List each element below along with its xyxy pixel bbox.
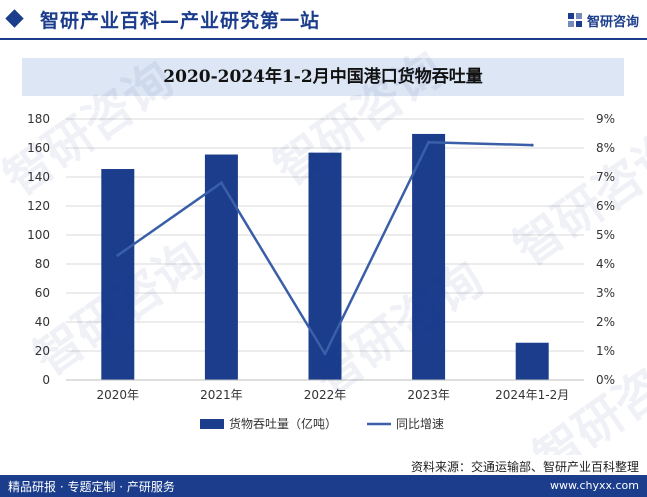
y-left-tick-label: 60 xyxy=(35,286,50,300)
y-left-tick-label: 0 xyxy=(42,373,50,387)
y-left-tick-label: 100 xyxy=(27,228,50,242)
legend-label-line: 同比增速 xyxy=(396,417,444,431)
bar xyxy=(101,169,135,380)
bar-layer xyxy=(101,133,549,380)
header-rule xyxy=(0,38,647,40)
logo-mark-icon xyxy=(567,13,582,27)
y-right-tick-label: 5% xyxy=(596,228,615,242)
legend-layer: 货物吞吐量（亿吨） 同比增速 xyxy=(200,416,444,431)
y-right-tick-label: 8% xyxy=(596,141,615,155)
chart-title: 2020-2024年1-2月中国港口货物吞吐量 xyxy=(163,67,483,87)
chart-title-bar: 2020-2024年1-2月中国港口货物吞吐量 xyxy=(22,58,624,96)
line-point xyxy=(323,352,327,356)
x-tick-label: 2024年1-2月 xyxy=(495,388,569,402)
brand-logo: 智研咨询 xyxy=(567,10,639,30)
y-right-tick-label: 3% xyxy=(596,286,615,300)
x-tick-label: 2023年 xyxy=(407,388,450,402)
x-tick-label: 2020年 xyxy=(97,388,140,402)
footer: 资料来源：交通运输部、智研产业百科整理 精品研报 · 专题定制 · 产研服务 w… xyxy=(0,455,647,497)
line-point xyxy=(116,253,120,257)
header-bar: 智研产业百科—产业研究第一站 智研咨询 xyxy=(0,0,647,40)
bar xyxy=(308,152,342,380)
y-right-tick-label: 1% xyxy=(596,344,615,358)
y-left-tick-label: 20 xyxy=(35,344,50,358)
y-right-tick-label: 4% xyxy=(596,257,615,271)
y-right-tick-label: 0% xyxy=(596,373,615,387)
y-left-tick-label: 180 xyxy=(27,112,50,126)
x-tick-label: 2022年 xyxy=(304,388,347,402)
source-note: 资料来源：交通运输部、智研产业百科整理 xyxy=(410,460,639,474)
footer-band: 精品研报 · 专题定制 · 产研服务 www.chyxx.com xyxy=(0,475,647,497)
line-point xyxy=(530,143,534,147)
y-right-tick-label: 9% xyxy=(596,112,615,126)
y-right-tick-label: 7% xyxy=(596,170,615,184)
line-point xyxy=(219,181,223,185)
legend-swatch-bar xyxy=(200,419,224,429)
line-layer xyxy=(116,140,534,356)
axis-layer: 0 20 40 60 80 100 120 140 160 180 0% 1% 2% 3% 4% 5% 6% 7%… xyxy=(27,112,615,402)
bar xyxy=(412,133,446,380)
bar xyxy=(515,342,549,380)
y-left-tick-label: 160 xyxy=(27,141,50,155)
chart-svg: 0 20 40 60 80 100 120 140 160 180 0% 1% 2% 3% 4% 5% 6% 7%… xyxy=(27,112,615,431)
bar xyxy=(204,154,238,380)
y-right-tick-label: 2% xyxy=(596,315,615,329)
y-right-tick-label: 6% xyxy=(596,199,615,213)
y-left-tick-label: 40 xyxy=(35,315,50,329)
site-url: www.chyxx.com xyxy=(549,479,639,492)
legend-label-bar: 货物吞吐量（亿吨） xyxy=(229,416,337,431)
line-point xyxy=(427,140,431,144)
y-left-tick-label: 80 xyxy=(35,257,50,271)
services-text: 精品研报 · 专题定制 · 产研服务 xyxy=(8,480,175,494)
logo-text: 智研咨询 xyxy=(586,14,639,30)
x-tick-label: 2021年 xyxy=(200,388,243,402)
y-left-tick-label: 120 xyxy=(27,199,50,213)
y-left-tick-label: 140 xyxy=(27,170,50,184)
brand-title: 智研产业百科—产业研究第一站 xyxy=(40,10,321,32)
